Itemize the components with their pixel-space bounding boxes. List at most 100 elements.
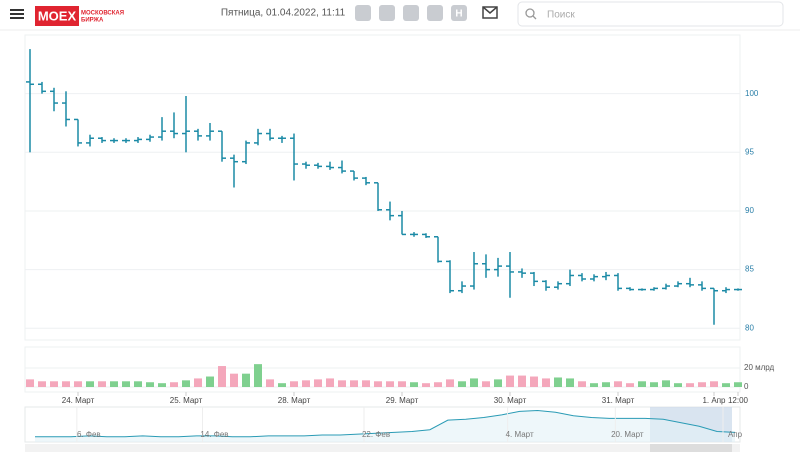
volume-bar [602, 382, 610, 387]
volume-bar [554, 377, 562, 387]
volume-bar [662, 380, 670, 387]
volume-bar [578, 381, 586, 387]
volume-bar [458, 381, 466, 387]
scroll-thumb[interactable] [650, 444, 732, 452]
volume-bar [350, 380, 358, 387]
volume-bar [254, 364, 262, 387]
volume-bar [278, 383, 286, 387]
volume-bar [734, 382, 742, 387]
y-tick-label: 95 [745, 147, 754, 156]
volume-bar [62, 381, 70, 387]
volume-bar [626, 383, 634, 387]
x-tick-label: 25. Март [170, 396, 203, 405]
logo-sub: БИРЖА [81, 18, 104, 24]
telegram[interactable] [355, 5, 371, 21]
volume-bar [230, 373, 238, 387]
volume-bar [170, 382, 178, 387]
x-tick-label: 29. Март [386, 396, 419, 405]
volume-bar [110, 381, 118, 387]
youtube[interactable] [427, 5, 443, 21]
volume-bar [74, 381, 82, 387]
volume-bar [542, 378, 550, 387]
volume-bar [326, 378, 334, 387]
vk[interactable] [379, 5, 395, 21]
volume-bar [194, 378, 202, 387]
x-tick-label: 12:00 [728, 396, 749, 405]
logo-box[interactable] [35, 6, 79, 26]
volume-bar [590, 383, 598, 387]
volume-bar [338, 380, 346, 387]
navigator-label: 14. Фев [200, 430, 228, 439]
volume-bar [482, 381, 490, 387]
y-tick-label: 90 [745, 206, 754, 215]
navigator-area [35, 410, 735, 442]
volume-bar [314, 379, 322, 387]
search-placeholder: Поиск [547, 10, 575, 21]
volume-bar [434, 382, 442, 387]
volume-bar [362, 380, 370, 387]
volume-bar [290, 381, 298, 387]
volume-bar [38, 381, 46, 387]
volume-bar [386, 381, 394, 387]
volume-bar [206, 376, 214, 387]
volume-bar [86, 381, 94, 387]
navigator-label: 6. Фев [77, 430, 101, 439]
volume-tick-label: 20 млрд [744, 363, 775, 372]
volume-bar [674, 383, 682, 387]
mail-icon[interactable] [482, 6, 498, 19]
volume-bar [722, 383, 730, 387]
volume-bar [698, 382, 706, 387]
volume-bar [146, 382, 154, 387]
volume-bar [410, 382, 418, 387]
volume-bar [494, 379, 502, 387]
volume-bar [530, 376, 538, 387]
logo: MOEX [38, 8, 77, 23]
volume-bar [518, 375, 526, 387]
ok[interactable] [403, 5, 419, 21]
x-tick-label: 31. Март [602, 396, 635, 405]
plot-area [24, 34, 741, 341]
x-tick-label: 1. Апр [702, 396, 726, 405]
social-icons [355, 5, 467, 21]
volume-bar [50, 381, 58, 387]
zen[interactable] [451, 5, 467, 21]
volume-bar [650, 382, 658, 387]
volume-area [24, 346, 741, 393]
menu-icon[interactable] [10, 9, 24, 19]
volume-bar [266, 379, 274, 387]
volume-bar [134, 381, 142, 387]
volume-bar [26, 379, 34, 387]
volume-bar [302, 380, 310, 387]
volume-bar [242, 373, 250, 387]
volume-bar [506, 375, 514, 387]
volume-bar [218, 366, 226, 387]
volume-bar [158, 383, 166, 387]
social-label: Н [455, 9, 462, 20]
search-box[interactable] [517, 1, 784, 27]
volume-bar [182, 380, 190, 387]
navigator-label: 4. Март [506, 430, 534, 439]
datetime: Пятница, 01.04.2022, 11:11 [221, 8, 346, 19]
navigator-label: Апр [728, 430, 743, 439]
volume-bar [398, 381, 406, 387]
volume-bar [446, 379, 454, 387]
x-tick-label: 28. Март [278, 396, 311, 405]
logo-sub: МОСКОВСКАЯ [81, 11, 124, 17]
x-tick-label: 24. Март [62, 396, 95, 405]
volume-bar [122, 381, 130, 387]
y-tick-label: 85 [745, 265, 754, 274]
volume-bar [470, 378, 478, 387]
volume-bar [638, 381, 646, 387]
volume-bar [710, 381, 718, 387]
navigator-line [35, 409, 736, 438]
volume-bar [686, 383, 694, 387]
volume-bar [614, 381, 622, 387]
navigator-label: 20. Март [611, 430, 644, 439]
volume-bar [422, 383, 430, 387]
volume-tick-label: 0 [744, 382, 749, 391]
scrollbar[interactable] [25, 444, 740, 452]
volume-bar [98, 381, 106, 387]
volume-bar [374, 381, 382, 387]
